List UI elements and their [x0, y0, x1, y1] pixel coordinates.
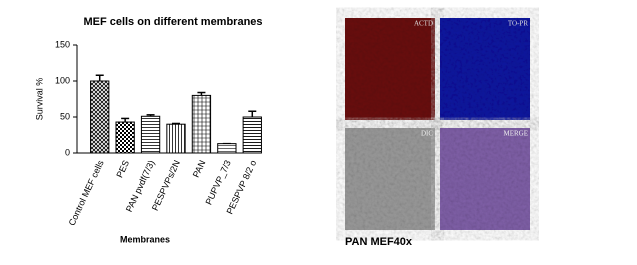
bar	[140, 115, 161, 154]
bar	[191, 94, 212, 154]
x-tick-label: PES	[114, 159, 131, 180]
x-tick-label: PUPVP_7/3	[203, 159, 232, 207]
actin-image	[345, 18, 435, 120]
y-tick-label: 50	[60, 111, 70, 121]
x-tick-label: PAN	[191, 159, 208, 179]
x-tick-label: Control MEF cells	[67, 158, 106, 227]
panel-caption: PAN MEF40x	[345, 236, 413, 248]
x-axis-label: Membranes	[120, 234, 170, 244]
panel-label: DIC	[421, 130, 433, 138]
bar	[166, 123, 186, 154]
image-panels: ACTD TO-PR DIC MERGE PAN MEF40x	[345, 18, 530, 248]
y-axis-label: Survival %	[34, 78, 44, 121]
y-tick-label: 0	[65, 147, 70, 157]
y-tick-label: 150	[55, 39, 70, 49]
merge-image	[440, 128, 530, 230]
topro-image	[440, 18, 530, 120]
bar	[115, 121, 135, 154]
chart-title: MEF cells on different membranes	[83, 16, 262, 28]
panel-label: MERGE	[504, 130, 529, 138]
bar	[217, 143, 237, 154]
y-tick-label: 100	[55, 75, 70, 85]
bar	[90, 80, 110, 154]
dic-image	[345, 128, 435, 230]
panel-label: ACTD	[414, 20, 433, 28]
panel-label: TO-PR	[508, 20, 528, 28]
bar	[242, 116, 262, 154]
